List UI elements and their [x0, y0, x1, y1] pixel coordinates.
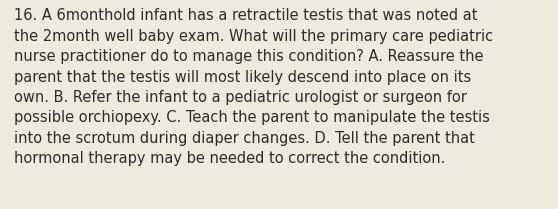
Text: 16. A 6monthold infant has a retractile testis that was noted at
the 2month well: 16. A 6monthold infant has a retractile …: [14, 8, 493, 166]
